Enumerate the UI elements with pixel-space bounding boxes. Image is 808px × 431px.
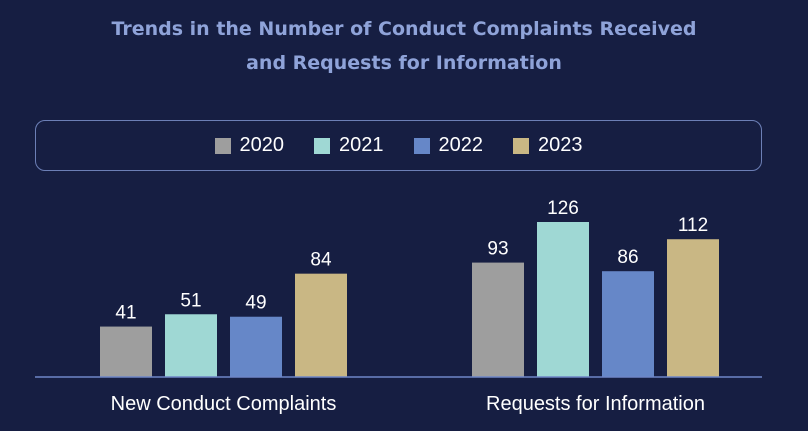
data-label-2023-new-conduct-complaints: 84 (310, 250, 332, 271)
bar-2023-new-conduct-complaints (295, 273, 347, 377)
category-label-new-conduct-complaints: New Conduct Complaints (111, 393, 337, 415)
bar-2022-new-conduct-complaints (230, 316, 282, 377)
legend-swatch-2020 (214, 137, 231, 154)
legend-item-2020: 2020 (214, 134, 285, 157)
legend-label-2022: 2022 (438, 134, 484, 156)
data-label-2023-requests-for-information: 112 (678, 215, 708, 236)
data-label-2020-requests-for-information: 93 (487, 239, 508, 260)
chart-title-line-1: Trends in the Number of Conduct Complain… (111, 18, 697, 40)
chart-title-line-2: and Requests for Information (246, 52, 562, 74)
legend-label-2020: 2020 (239, 134, 285, 156)
bar-2023-requests-for-information (667, 239, 719, 377)
legend-swatch-2021 (314, 137, 330, 154)
bar-2020-new-conduct-complaints (100, 326, 152, 377)
chart-legend: 2020 2021 2022 2023 (35, 120, 762, 171)
legend-swatch-2023 (513, 137, 529, 154)
legend-label-2021: 2021 (339, 134, 384, 156)
legend-item-2021: 2021 (314, 134, 384, 157)
data-label-2020-new-conduct-complaints: 41 (115, 303, 136, 324)
legend-item-2022: 2022 (413, 134, 484, 157)
bar-2021-requests-for-information (537, 222, 589, 377)
data-label-2022-requests-for-information: 86 (617, 247, 638, 268)
legend-swatch-2022 (413, 137, 430, 154)
data-label-2021-new-conduct-complaints: 51 (180, 290, 201, 311)
data-label-2021-requests-for-information: 126 (547, 198, 579, 219)
bar-2022-requests-for-information (602, 271, 654, 377)
legend-item-2023: 2023 (513, 134, 583, 157)
data-label-2022-new-conduct-complaints: 49 (245, 293, 266, 314)
chart-title: Trends in the Number of Conduct Complain… (0, 12, 808, 80)
bar-2020-requests-for-information (472, 262, 524, 377)
bar-2021-new-conduct-complaints (165, 314, 217, 377)
legend-label-2023: 2023 (538, 134, 583, 156)
category-label-requests-for-information: Requests for Information (486, 393, 705, 415)
